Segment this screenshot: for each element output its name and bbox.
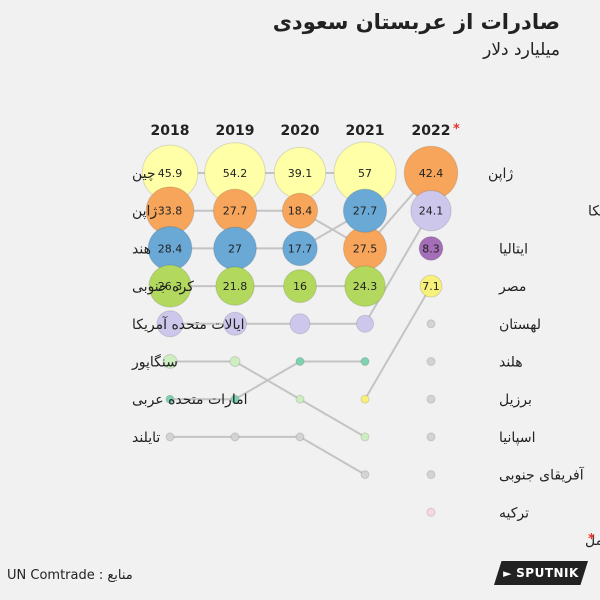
value-label-japan-2021: 27.5	[353, 242, 378, 255]
series-line-egypt	[364, 285, 432, 400]
marker-usa-2018	[156, 310, 184, 338]
marker-thailand-2020	[295, 432, 305, 442]
value-label-india-2021: 27.7	[353, 205, 378, 218]
marker-turkey-2022	[426, 507, 436, 517]
value-label-south-korea-2020: 16	[293, 280, 307, 293]
right-label-spain: اسپانیا	[499, 430, 536, 446]
value-label-india-2020: 17.7	[288, 242, 313, 255]
marker-egypt-2022	[419, 274, 443, 298]
marker-japan-2020	[281, 192, 319, 229]
marker-netherlands-2022	[426, 357, 436, 366]
marker-thailand-2019	[230, 432, 240, 442]
value-label-south-korea-2021: 24.3	[353, 280, 378, 293]
marker-uae-2019	[230, 394, 240, 404]
value-label-china-2020: 39.1	[288, 167, 313, 180]
value-label-japan-2018: 33.8	[158, 205, 183, 218]
value-label-china-2019: 54.2	[223, 167, 248, 180]
left-label-thailand: تایلند	[132, 430, 160, 446]
marker-india-2021	[342, 188, 388, 233]
year-note-star: *	[453, 122, 460, 137]
marker-spain-2022	[426, 432, 436, 442]
marker-uae-2020	[295, 357, 305, 366]
year-label-2018: 2018	[151, 123, 190, 139]
value-label-usa-2022: 24.1	[419, 205, 444, 218]
source-note: منابع : UN Comtrade	[7, 568, 133, 583]
page-title: صادرات از عربستان سعودی	[272, 10, 560, 34]
marker-egypt-2021	[360, 394, 370, 404]
marker-thailand-2021	[360, 470, 370, 480]
marker-south-korea-2020	[283, 269, 317, 304]
series-line-thailand	[170, 435, 366, 476]
marker-usa-2020	[289, 313, 311, 335]
value-label-italy-2022: 8.3	[422, 242, 440, 255]
right-label-brazil: برزیل	[499, 392, 532, 408]
marker-italy-2022	[418, 236, 444, 261]
value-label-egypt-2022: 7.1	[422, 280, 440, 293]
value-label-japan-2020: 18.4	[288, 205, 313, 218]
series-markers	[141, 141, 459, 517]
marker-usa-2019	[223, 311, 247, 336]
marker-uae-2018	[165, 394, 175, 404]
right-label-egypt: مصر	[498, 279, 526, 295]
right-label-poland: لهستان	[499, 317, 541, 333]
marker-brazil-2022	[426, 394, 436, 404]
right-label-usa: ایالات متحده آمریکا	[588, 203, 600, 220]
marker-singapore-2019	[229, 356, 241, 367]
logo-arrow-icon: ►	[503, 566, 513, 580]
sputnik-logo: ► SPUTNIK	[494, 561, 588, 585]
marker-south-africa-2022	[426, 470, 436, 480]
value-label-china-2021: 57	[358, 167, 372, 180]
value-label-south-korea-2019: 21.8	[223, 280, 248, 293]
marker-south-korea-2021	[344, 265, 386, 307]
value-label-india-2018: 28.4	[158, 242, 183, 255]
marker-poland-2022	[426, 319, 436, 329]
series-line-india	[170, 209, 366, 250]
value-label-south-korea-2018: 26.3	[158, 280, 183, 293]
right-label-italy: ایتالیا	[499, 241, 528, 257]
year-label-2020: 2020	[281, 123, 320, 139]
marker-singapore-2018	[162, 354, 178, 369]
value-label-china-2018: 45.9	[158, 167, 183, 180]
marker-india-2020	[282, 230, 318, 267]
left-label-china: چین	[132, 166, 156, 182]
marker-singapore-2020	[295, 394, 305, 404]
right-label-japan: ژاپن	[488, 166, 513, 182]
left-label-uae: امارات متحده عربی	[132, 392, 247, 408]
right-label-turkey: ترکیه	[499, 505, 529, 521]
marker-usa-2021	[356, 314, 374, 333]
value-label-india-2019: 27	[228, 242, 242, 255]
left-label-india: هند	[132, 241, 151, 257]
left-label-japan: ژاپن	[132, 204, 157, 220]
right-label-netherlands: هلند	[499, 355, 523, 371]
left-label-singapore: سنگاپور	[131, 354, 178, 371]
year-label-2022: 2022	[412, 123, 451, 139]
marker-south-korea-2018	[148, 264, 192, 308]
logo-text: SPUTNIK	[516, 566, 579, 580]
year-label-2021: 2021	[346, 123, 385, 139]
marker-singapore-2021	[360, 432, 370, 442]
marker-thailand-2018	[165, 432, 175, 442]
value-label-japan-2022: 42.4	[419, 167, 444, 180]
year-label-2019: 2019	[216, 123, 255, 139]
series-line-uae	[170, 360, 365, 401]
marker-south-korea-2019	[215, 266, 255, 306]
marker-uae-2021	[360, 357, 370, 366]
page-subtitle: میلیارد دلار	[483, 40, 560, 60]
value-label-japan-2019: 27.7	[223, 205, 248, 218]
marker-usa-2022	[410, 190, 452, 232]
incomplete-data-note: داده های ناکامل	[585, 533, 600, 549]
note-star: *	[588, 532, 595, 547]
right-label-south-africa: آفریقای جنوبی	[499, 467, 585, 484]
left-label-south-korea: کره جنوبی	[132, 279, 194, 295]
left-label-usa: ایالات متحده آمریکا	[132, 316, 245, 333]
